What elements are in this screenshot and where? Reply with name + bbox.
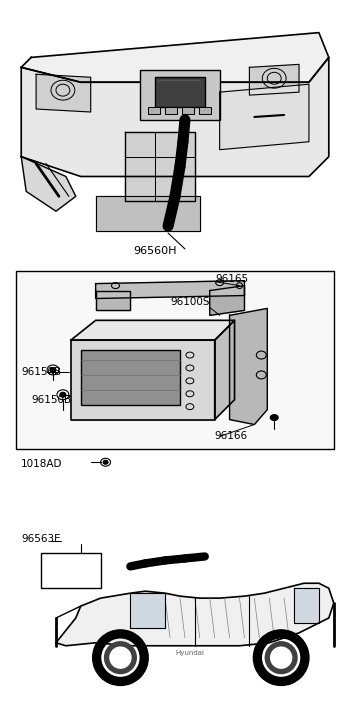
Polygon shape: [21, 57, 329, 177]
Bar: [140, 71, 220, 120]
Wedge shape: [253, 630, 309, 686]
Polygon shape: [294, 588, 319, 623]
Polygon shape: [71, 321, 234, 340]
Bar: [182, 107, 194, 114]
Wedge shape: [93, 630, 148, 686]
Text: 96560H: 96560H: [133, 246, 177, 256]
Bar: [41, 553, 101, 588]
Bar: [199, 107, 211, 114]
Ellipse shape: [60, 393, 66, 397]
Polygon shape: [71, 340, 215, 419]
Text: 96166: 96166: [215, 431, 248, 441]
Text: 96150B: 96150B: [31, 395, 71, 405]
Polygon shape: [96, 196, 200, 231]
Polygon shape: [96, 291, 130, 310]
Polygon shape: [21, 156, 76, 212]
Ellipse shape: [270, 414, 278, 420]
Bar: [81, 350, 180, 405]
Wedge shape: [265, 642, 297, 673]
Polygon shape: [96, 281, 245, 299]
Polygon shape: [210, 286, 245, 316]
Bar: [155, 77, 205, 107]
Bar: [16, 270, 334, 449]
Polygon shape: [250, 65, 299, 95]
Text: 96165: 96165: [216, 273, 249, 284]
Bar: [165, 107, 177, 114]
Ellipse shape: [103, 460, 108, 465]
Polygon shape: [215, 321, 234, 419]
Text: Hyundai: Hyundai: [175, 650, 204, 656]
Polygon shape: [56, 583, 334, 646]
Text: 1018AD: 1018AD: [21, 459, 63, 469]
Text: 96563E: 96563E: [21, 534, 61, 544]
Text: 96100S: 96100S: [170, 297, 210, 308]
Polygon shape: [229, 308, 267, 425]
Text: 96150B: 96150B: [21, 367, 61, 377]
Polygon shape: [130, 593, 165, 628]
Polygon shape: [36, 74, 91, 112]
Polygon shape: [21, 33, 329, 82]
Wedge shape: [104, 642, 136, 673]
Polygon shape: [220, 84, 309, 150]
Polygon shape: [125, 132, 195, 201]
Bar: [148, 107, 160, 114]
Ellipse shape: [50, 367, 56, 372]
